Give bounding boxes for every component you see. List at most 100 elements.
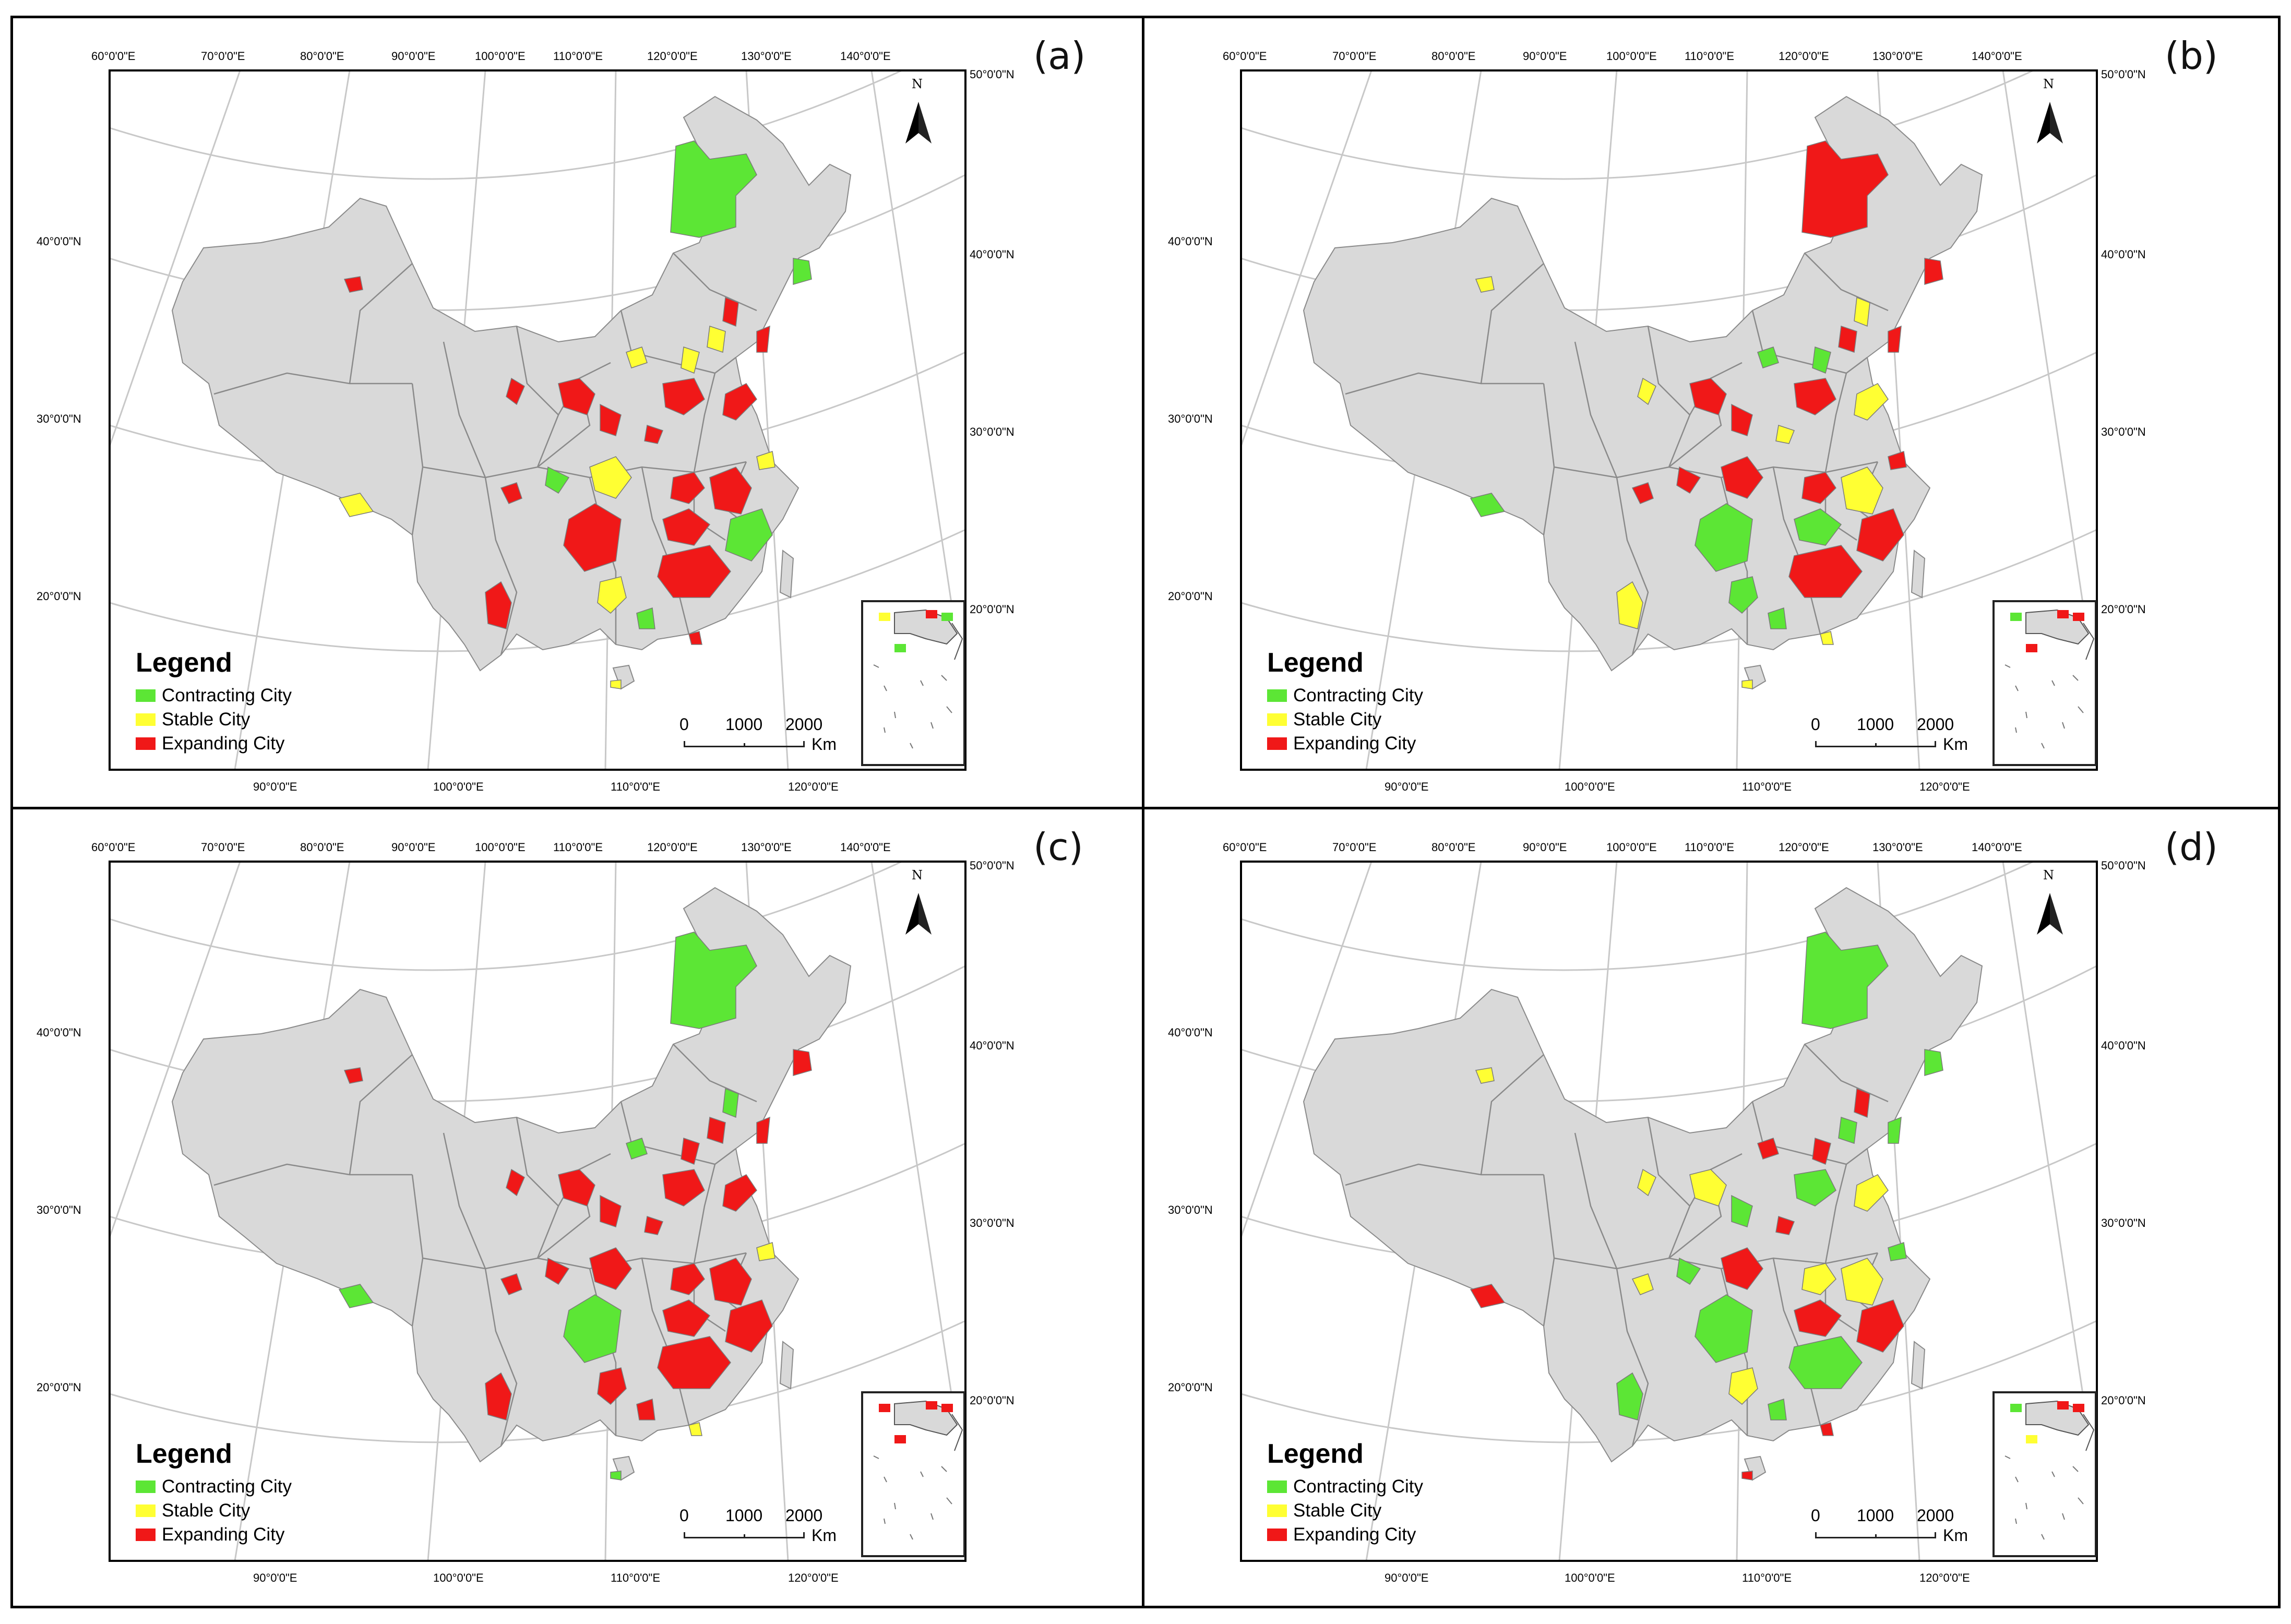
tick-right-20n: 20°0'0"N bbox=[2101, 603, 2146, 616]
frame-divider-vertical bbox=[1142, 16, 1144, 1608]
tick-top-120e: 120°0'0"E bbox=[647, 841, 698, 854]
city-stable-c22 bbox=[688, 1422, 702, 1436]
city-contracting-c11 bbox=[1676, 1257, 1701, 1285]
city-polygons bbox=[338, 140, 812, 689]
city-contracting-c19 bbox=[636, 607, 655, 629]
tick-bottom-120e: 120°0'0"E bbox=[788, 1571, 839, 1584]
scale-mid: 1000 bbox=[725, 715, 763, 734]
tick-bottom-100e: 100°0'0"E bbox=[1565, 780, 1615, 793]
north-arrow: N bbox=[900, 77, 937, 149]
inset-city-expanding-1 bbox=[926, 610, 937, 618]
taiwan-island bbox=[1911, 1341, 1926, 1390]
city-stable-c25 bbox=[756, 451, 775, 470]
legend-swatch-expanding bbox=[136, 737, 156, 750]
north-label: N bbox=[912, 77, 923, 91]
legend-swatch-stable bbox=[1267, 1504, 1287, 1517]
tick-top-80e: 80°0'0"E bbox=[1431, 841, 1476, 854]
panel-label: (b) bbox=[2165, 34, 2218, 78]
north-label: N bbox=[2043, 77, 2054, 91]
city-stable-c8 bbox=[1637, 377, 1656, 405]
legend-label-stable: Stable City bbox=[1293, 709, 1382, 730]
legend-swatch-contracting bbox=[136, 1480, 156, 1493]
scale-mid: 1000 bbox=[1857, 715, 1894, 734]
inset-city-expanding-0 bbox=[926, 1401, 937, 1410]
city-expanding-c25 bbox=[1888, 451, 1907, 470]
tick-top-90e: 90°0'0"E bbox=[391, 841, 436, 854]
tick-top-90e: 90°0'0"E bbox=[1523, 841, 1567, 854]
city-stable-c1 bbox=[1854, 296, 1870, 327]
legend: Legend Contracting City Stable City Expa… bbox=[1267, 647, 1476, 756]
map-canvas bbox=[1240, 861, 2098, 1562]
map-canvas bbox=[1240, 69, 2098, 771]
city-expanding-c9 bbox=[600, 1195, 622, 1227]
city-stable-c24 bbox=[626, 347, 648, 368]
city-expanding-xj bbox=[343, 276, 363, 293]
city-contracting-c21 bbox=[1728, 576, 1758, 614]
legend: Legend Contracting City Stable City Expa… bbox=[136, 1438, 344, 1547]
legend-label-expanding: Expanding City bbox=[162, 1524, 285, 1545]
city-expanding-c9 bbox=[1731, 403, 1753, 436]
tick-left-20n: 20°0'0"N bbox=[37, 1381, 81, 1394]
city-expanding-c5 bbox=[662, 1169, 705, 1207]
inset-city-expanding-1 bbox=[2073, 1404, 2084, 1412]
city-expanding-c12 bbox=[589, 1247, 632, 1290]
city-stable-c4 bbox=[681, 346, 700, 374]
scale-unit: Km bbox=[1943, 735, 1968, 754]
scale-bar: 0 1000 2000 Km bbox=[1811, 1506, 1972, 1548]
tick-bottom-110e: 110°0'0"E bbox=[1742, 1571, 1792, 1584]
panel-label: (c) bbox=[1033, 825, 1083, 869]
city-contracting-ne_small bbox=[793, 258, 812, 285]
legend-swatch-contracting bbox=[1267, 1480, 1287, 1493]
city-contracting-c9 bbox=[1731, 1195, 1753, 1227]
tick-right-50n: 50°0'0"N bbox=[2101, 859, 2146, 872]
tick-bottom-120e: 120°0'0"E bbox=[788, 780, 839, 793]
scale-zero: 0 bbox=[679, 715, 689, 734]
tick-top-130e: 130°0'0"E bbox=[741, 50, 792, 63]
legend-row-stable: Stable City bbox=[136, 708, 344, 732]
south-china-sea-inset bbox=[861, 1391, 965, 1557]
city-expanding-c7 bbox=[558, 1169, 595, 1207]
tick-right-40n: 40°0'0"N bbox=[970, 248, 1015, 261]
legend-swatch-contracting bbox=[136, 689, 156, 702]
tick-top-140e: 140°0'0"E bbox=[840, 50, 891, 63]
tick-bottom-110e: 110°0'0"E bbox=[1742, 780, 1792, 793]
tick-right-30n: 30°0'0"N bbox=[2101, 1216, 2146, 1229]
city-expanding-c11 bbox=[545, 1257, 570, 1285]
tick-top-130e: 130°0'0"E bbox=[1872, 50, 1923, 63]
legend-swatch-stable bbox=[136, 1504, 156, 1517]
tick-top-120e: 120°0'0"E bbox=[647, 50, 698, 63]
tick-right-50n: 50°0'0"N bbox=[970, 859, 1015, 872]
inset-city-contracting-2 bbox=[2010, 1404, 2022, 1412]
tick-right-20n: 20°0'0"N bbox=[970, 1394, 1015, 1407]
scale-max: 2000 bbox=[785, 1506, 823, 1525]
scale-bar: 0 1000 2000 Km bbox=[679, 1506, 840, 1548]
inset-city-contracting-3 bbox=[894, 644, 906, 652]
city-stable-xj bbox=[1475, 276, 1495, 293]
city-contracting-c5 bbox=[1794, 1169, 1836, 1207]
city-expanding-c1 bbox=[1854, 1088, 1870, 1118]
tick-bottom-90e: 90°0'0"E bbox=[253, 1571, 297, 1584]
frame-divider-horizontal bbox=[10, 807, 2281, 809]
tick-bottom-110e: 110°0'0"E bbox=[611, 1571, 661, 1584]
legend-title: Legend bbox=[1267, 1439, 1364, 1469]
legend-title: Legend bbox=[1267, 648, 1364, 678]
tick-left-20n: 20°0'0"N bbox=[1168, 1381, 1213, 1394]
map-panel-a: (a) 60°0'0"E 70°0'0"E 80°0'0"E 90°0'0"E … bbox=[16, 18, 1138, 801]
city-contracting-c1 bbox=[722, 1088, 739, 1118]
city-contracting-c13 bbox=[1695, 503, 1753, 572]
north-arrow-icon bbox=[2037, 102, 2063, 144]
city-contracting-ne_big bbox=[670, 932, 757, 1029]
tick-left-30n: 30°0'0"N bbox=[37, 412, 81, 425]
inset-city-expanding-0 bbox=[2057, 610, 2069, 618]
legend-row-contracting: Contracting City bbox=[1267, 684, 1476, 708]
city-expanding-c8 bbox=[506, 377, 525, 405]
city-expanding-c15 bbox=[709, 467, 752, 515]
north-arrow: N bbox=[900, 868, 937, 940]
city-stable-c2 bbox=[707, 325, 726, 353]
legend-label-contracting: Contracting City bbox=[162, 685, 292, 706]
tick-top-60e: 60°0'0"E bbox=[91, 50, 136, 63]
tick-right-40n: 40°0'0"N bbox=[2101, 248, 2146, 261]
city-contracting-c19 bbox=[1768, 1398, 1787, 1420]
south-china-sea-inset bbox=[1992, 600, 2097, 766]
map-panel-b: (b) 60°0'0"E 70°0'0"E 80°0'0"E 90°0'0"E … bbox=[1147, 18, 2269, 801]
